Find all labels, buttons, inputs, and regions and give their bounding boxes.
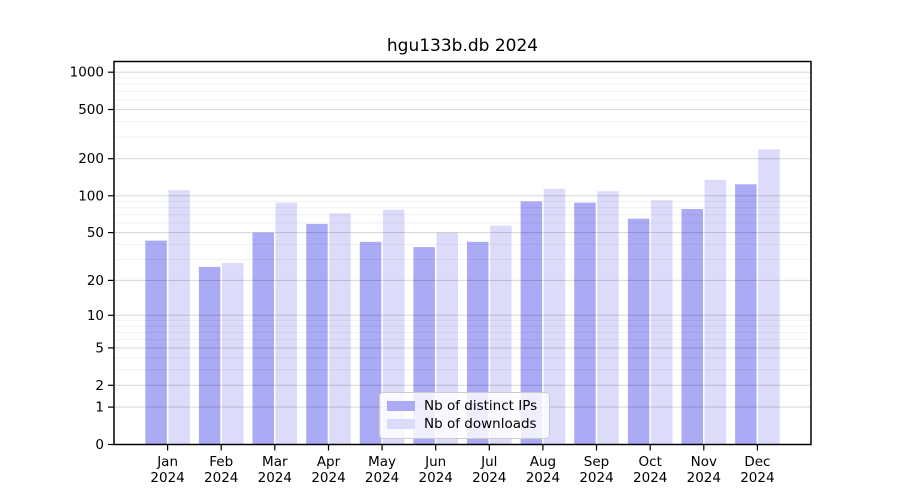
plot-border	[113, 60, 812, 446]
bar-ips-mar	[252, 232, 274, 445]
x-axis: Jan2024Feb2024Mar2024Apr2024May2024Jun20…	[150, 444, 775, 486]
x-tick-label-year: 2024	[579, 470, 613, 486]
x-tick-label-year: 2024	[258, 470, 292, 486]
bar-ips-aug	[520, 201, 543, 445]
x-tick-label-year: 2024	[526, 470, 560, 486]
bar-ips-may	[359, 241, 382, 445]
bar-ips-oct	[627, 218, 650, 445]
y-axis: 0 1 2 5 10 20 50 100 200 500 1000	[70, 65, 114, 453]
y-tick-label: 0	[95, 437, 104, 453]
x-tick-label-year: 2024	[204, 470, 238, 486]
bar-downloads-jan	[168, 190, 190, 445]
x-tick-label-year: 2024	[150, 470, 184, 486]
legend-swatch-distinct-ips-icon	[387, 401, 415, 411]
x-tick-label-year: 2024	[740, 470, 774, 486]
bar-downloads-jul	[490, 225, 512, 445]
y-tick-label: 20	[87, 273, 104, 289]
x-tick-label-month: Feb	[209, 454, 233, 470]
y-tick-label: 10	[87, 308, 104, 324]
bar-downloads-oct	[651, 200, 673, 445]
x-tick-label-year: 2024	[419, 470, 453, 486]
x-tick-label-month: Aug	[530, 454, 556, 470]
x-tick-label-month: Jan	[156, 454, 178, 470]
gridlines	[114, 71, 811, 408]
bar-ips-feb	[198, 266, 221, 445]
y-tick-label: 500	[78, 102, 104, 118]
x-tick-label-month: Nov	[691, 454, 717, 470]
x-tick-label-year: 2024	[633, 470, 667, 486]
legend-item-downloads: Nb of downloads	[387, 415, 537, 433]
x-tick-label-month: Oct	[639, 454, 662, 470]
y-tick-label: 1	[95, 400, 104, 416]
y-tick-label: 50	[87, 225, 104, 241]
x-tick-label-month: Jul	[480, 454, 497, 470]
x-tick-label-year: 2024	[311, 470, 345, 486]
y-tick-label: 200	[78, 151, 104, 167]
bar-ips-jan	[145, 240, 167, 445]
chart-title: hgu133b.db 2024	[386, 36, 539, 56]
bar-downloads-dec	[758, 149, 780, 445]
bar-ips-sep	[574, 202, 596, 445]
x-tick-label-month: Dec	[744, 454, 770, 470]
x-tick-label-month: Jun	[424, 454, 446, 470]
bar-downloads-apr	[329, 213, 351, 445]
y-tick-label: 5	[95, 340, 104, 356]
legend: Nb of distinct IPs Nb of downloads	[379, 392, 551, 439]
x-tick-label-year: 2024	[687, 470, 721, 486]
bar-downloads-mar	[275, 202, 298, 445]
bar-downloads-jun	[436, 232, 458, 445]
bar-ips-nov	[681, 209, 703, 445]
bar-downloads-sep	[597, 191, 619, 445]
bar-downloads-aug	[543, 188, 566, 445]
bar-downloads-feb	[222, 263, 244, 445]
y-tick-label: 100	[78, 188, 104, 204]
x-tick-label-month: Apr	[317, 454, 341, 470]
bar-ips-apr	[306, 223, 328, 445]
bar-downloads-nov	[704, 179, 727, 445]
x-tick-label-month: May	[368, 454, 396, 470]
bar-downloads-may	[382, 209, 405, 445]
x-tick-label-month: Mar	[262, 454, 288, 470]
y-tick-label: 2	[95, 378, 104, 394]
legend-swatch-downloads-icon	[387, 419, 415, 429]
x-tick-label-year: 2024	[472, 470, 506, 486]
legend-label-downloads: Nb of downloads	[424, 416, 537, 432]
x-tick-label-month: Sep	[584, 454, 609, 470]
legend-item-distinct-ips: Nb of distinct IPs	[387, 397, 537, 415]
x-tick-label-year: 2024	[365, 470, 399, 486]
legend-label-distinct-ips: Nb of distinct IPs	[424, 398, 538, 414]
y-tick-label: 1000	[70, 65, 104, 81]
bar-ips-dec	[735, 184, 757, 445]
